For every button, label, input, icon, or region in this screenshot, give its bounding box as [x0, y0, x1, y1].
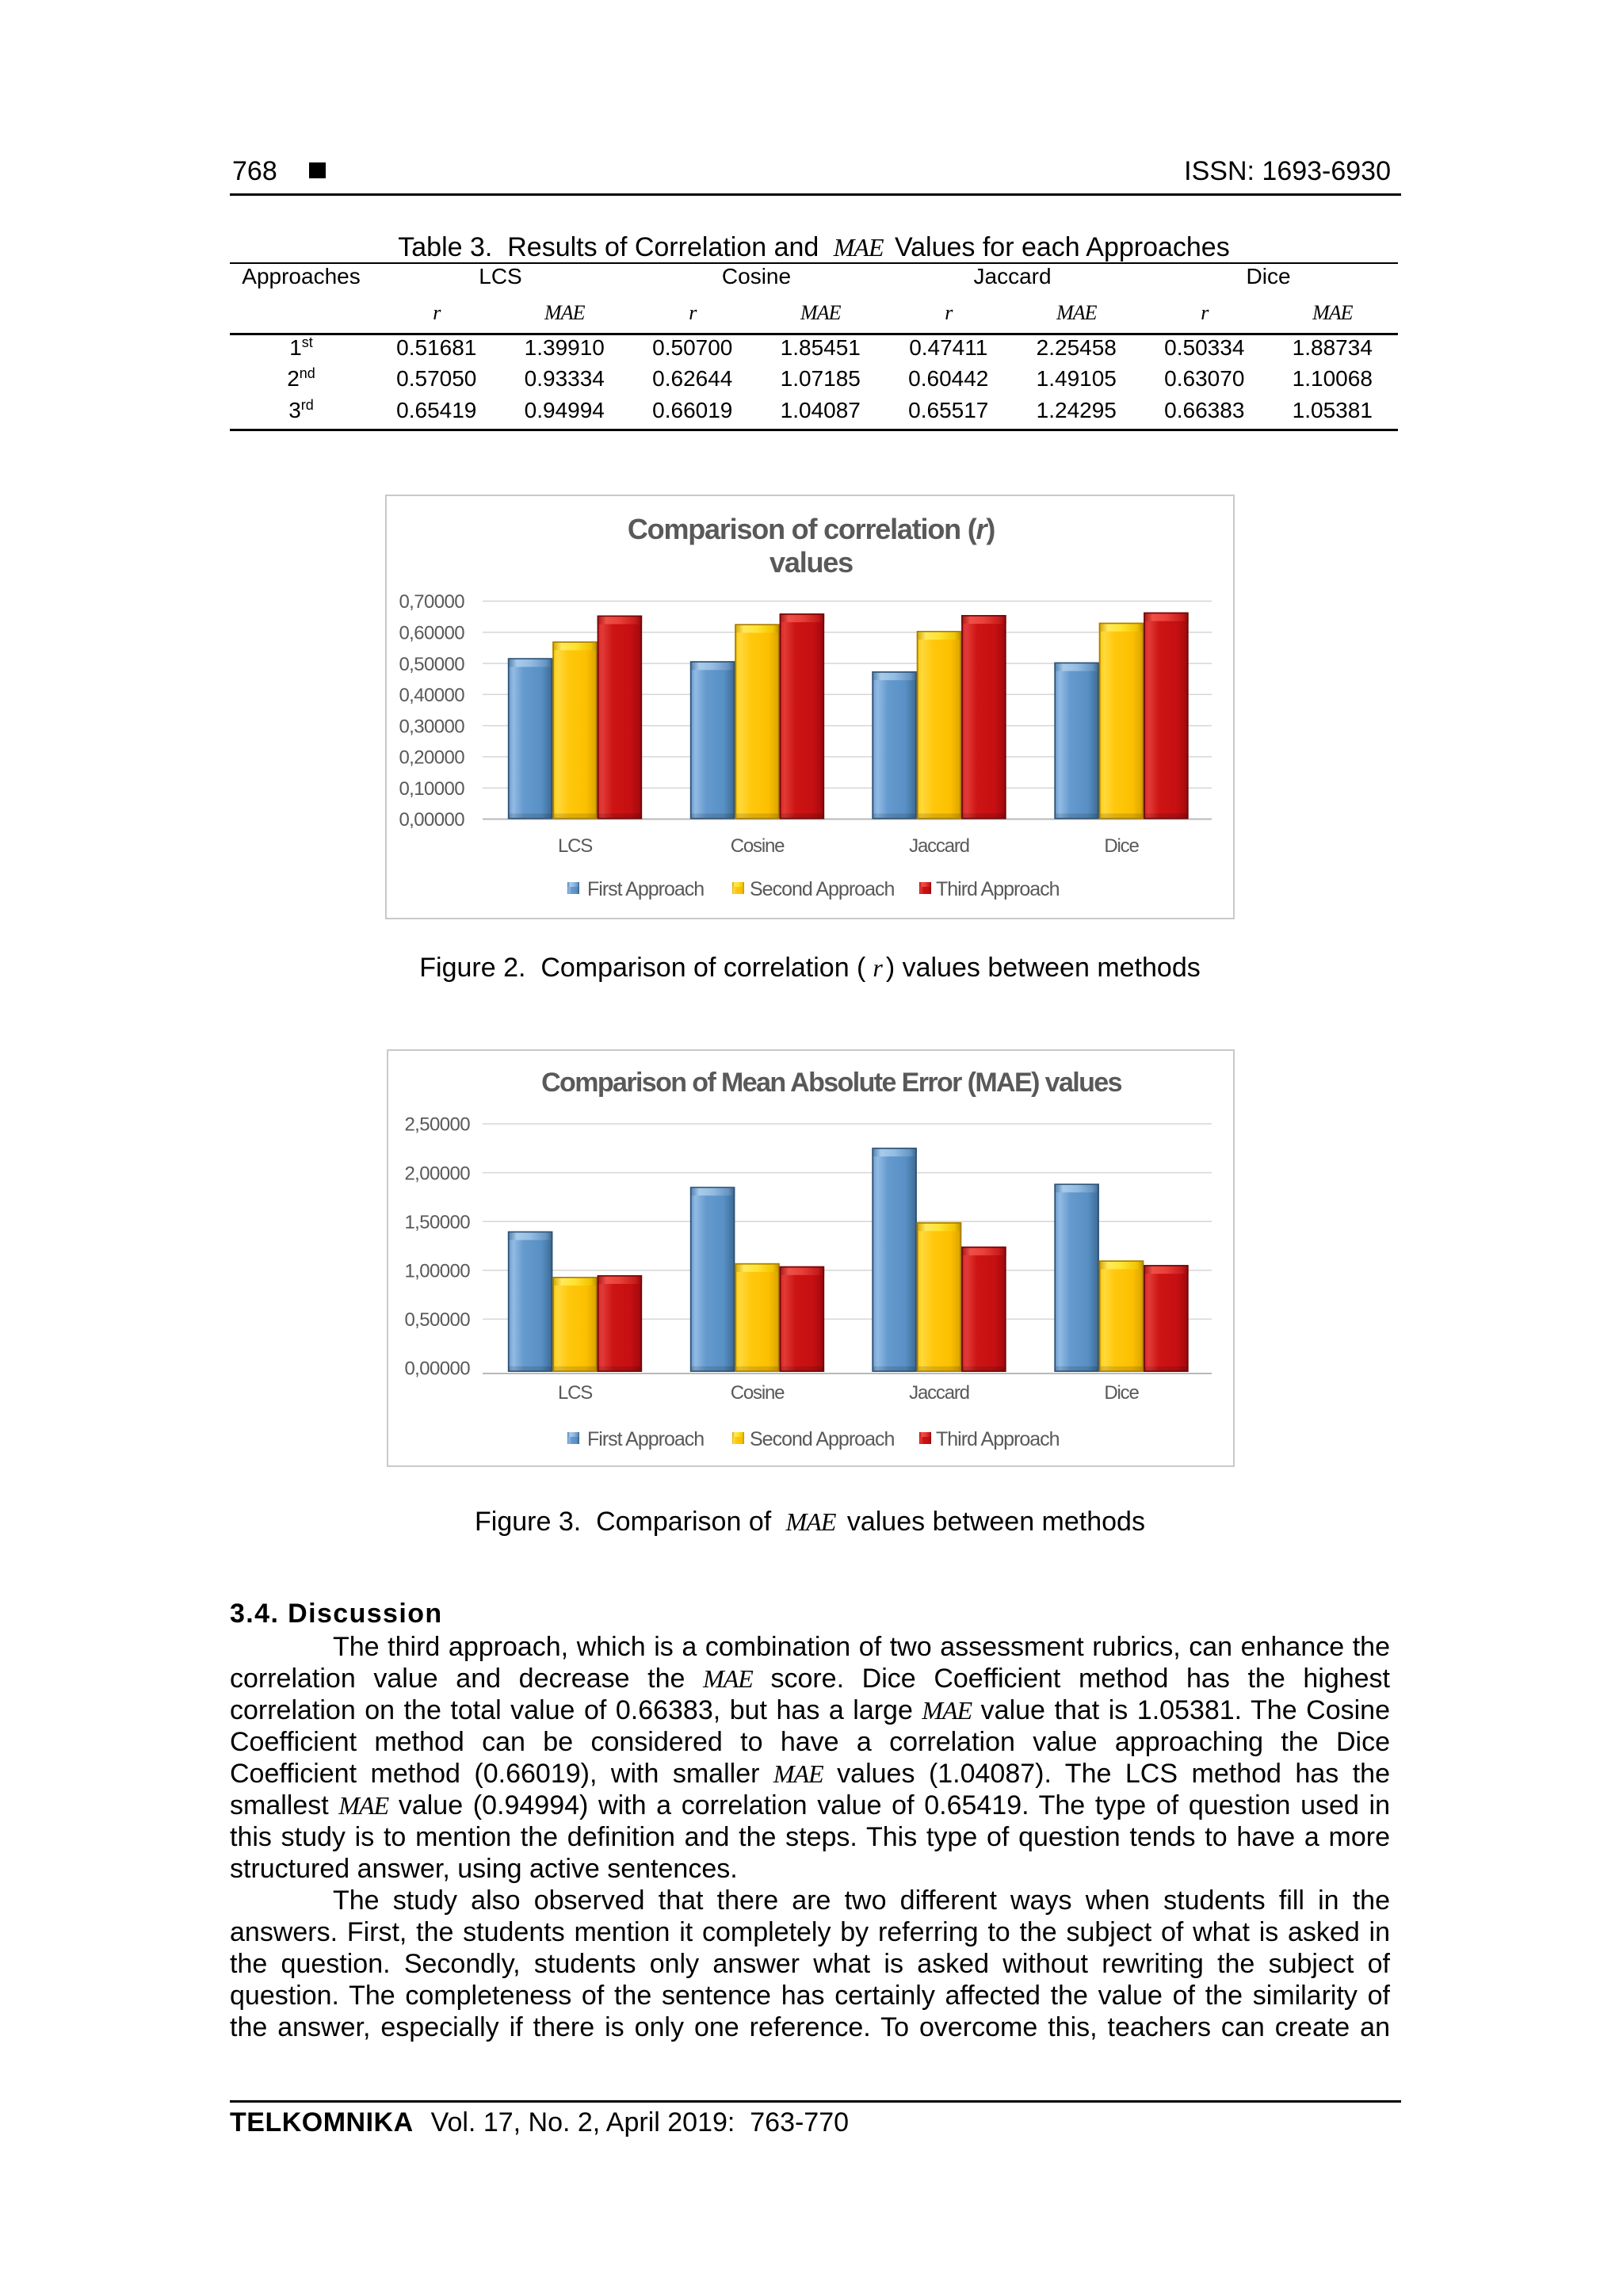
svg-text:0,50000: 0,50000	[399, 654, 464, 675]
svg-text:Second Approach: Second Approach	[750, 878, 894, 900]
svg-text:Second Approach: Second Approach	[750, 1428, 894, 1450]
svg-text:1,00000: 1,00000	[404, 1261, 470, 1282]
svg-text:0,00000: 0,00000	[399, 809, 464, 831]
svg-text:0,30000: 0,30000	[399, 716, 464, 737]
svg-text:First Approach: First Approach	[587, 1428, 704, 1450]
svg-text:Cosine: Cosine	[731, 1382, 785, 1404]
svg-text:Cosine: Cosine	[731, 835, 785, 857]
svg-text:Jaccard: Jaccard	[909, 835, 969, 857]
svg-text:2,50000: 2,50000	[404, 1114, 470, 1136]
svg-text:0,00000: 0,00000	[404, 1358, 470, 1380]
svg-text:values: values	[769, 546, 853, 579]
svg-text:2,00000: 2,00000	[404, 1163, 470, 1184]
svg-text:0,10000: 0,10000	[399, 778, 464, 800]
svg-text:Dice: Dice	[1104, 1382, 1139, 1404]
svg-text:1,50000: 1,50000	[404, 1212, 470, 1233]
svg-text:Comparison of Mean Absolute E: Comparison of Mean Absolute Error (MAE) …	[541, 1068, 1121, 1098]
svg-text:LCS: LCS	[558, 835, 592, 857]
svg-text:Jaccard: Jaccard	[909, 1382, 969, 1404]
svg-text:Third Approach: Third Approach	[936, 878, 1060, 900]
svg-text:Dice: Dice	[1104, 835, 1139, 857]
svg-text:0,70000: 0,70000	[399, 591, 464, 613]
svg-text:LCS: LCS	[558, 1382, 592, 1404]
svg-text:Third Approach: Third Approach	[936, 1428, 1060, 1450]
svg-text:First Approach: First Approach	[587, 878, 704, 900]
svg-text:0,60000: 0,60000	[399, 623, 464, 644]
svg-text:0,50000: 0,50000	[404, 1309, 470, 1331]
svg-text:0,20000: 0,20000	[399, 747, 464, 769]
svg-text:0,40000: 0,40000	[399, 685, 464, 706]
svg-text:Comparison of correlation (r): Comparison of correlation (r)	[628, 513, 995, 545]
